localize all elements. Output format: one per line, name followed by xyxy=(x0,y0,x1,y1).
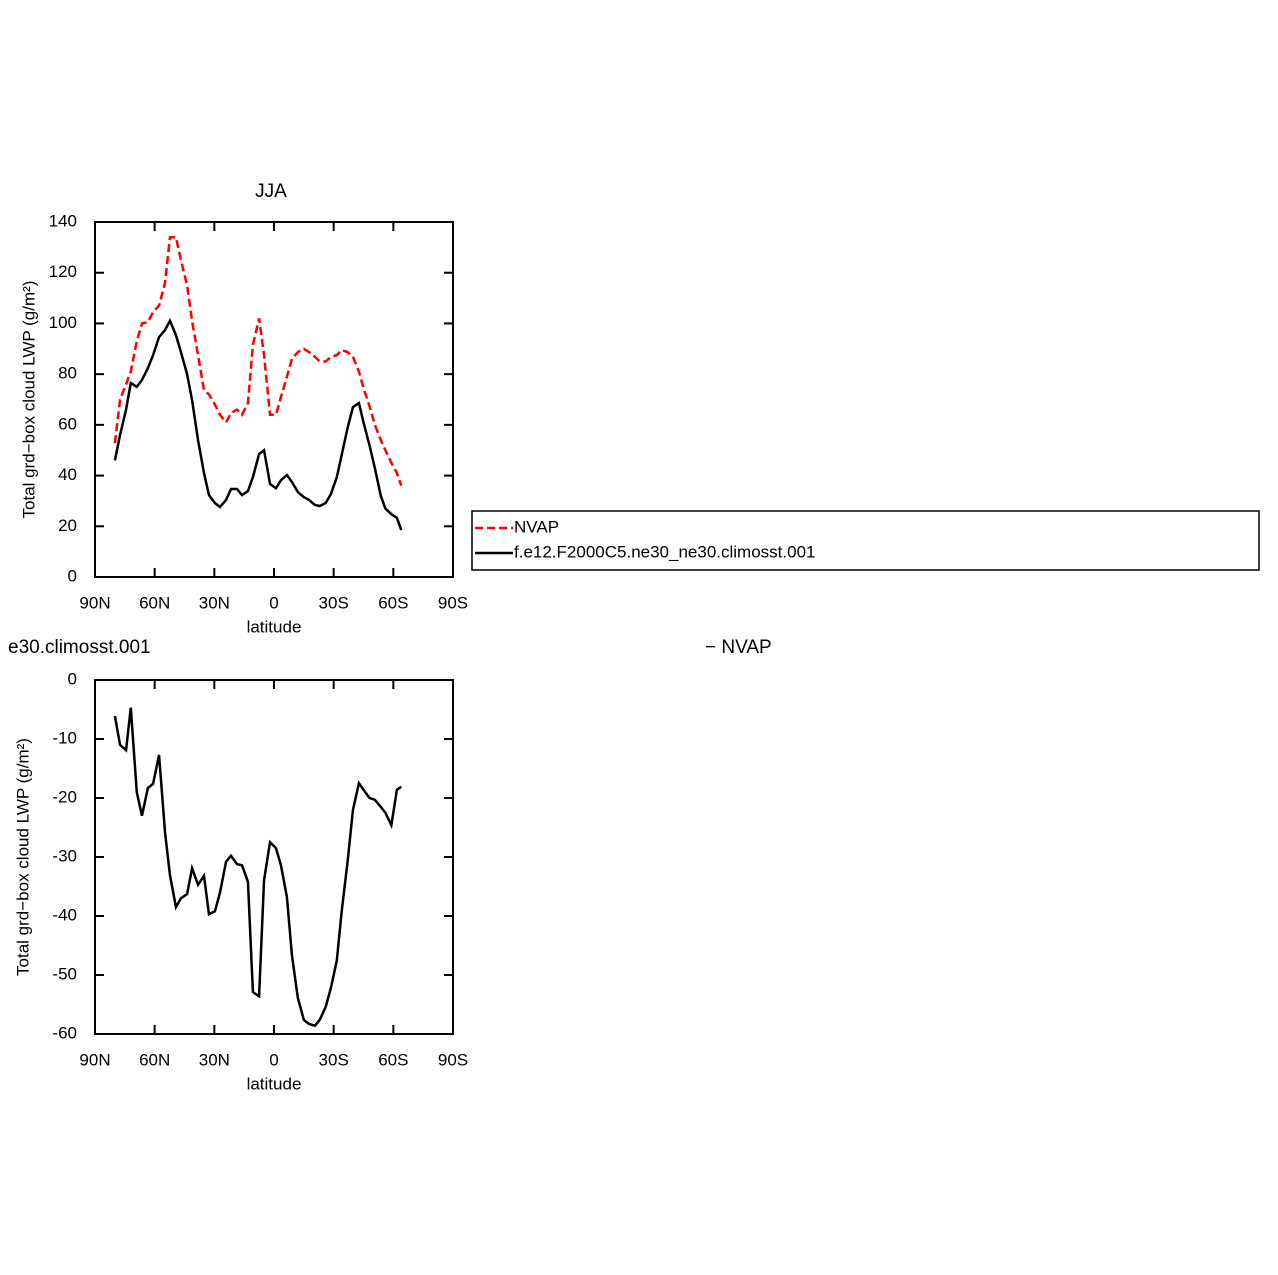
data-line xyxy=(113,318,403,531)
y-tick-label: -10 xyxy=(52,728,77,747)
y-tick-label: 140 xyxy=(49,211,77,230)
y-tick-label: -50 xyxy=(52,964,77,983)
y-axis-label: Total grd−box cloud LWP (g/m²) xyxy=(19,281,38,519)
y-axis-label: Total grd−box cloud LWP (g/m²) xyxy=(13,738,32,976)
x-tick-label: 60N xyxy=(139,1050,170,1069)
legend-label: f.e12.F2000C5.ne30_ne30.climosst.001 xyxy=(514,542,815,561)
x-tick-label: 0 xyxy=(269,593,278,612)
y-tick-label: 80 xyxy=(58,364,77,383)
y-tick-label: 120 xyxy=(49,262,77,281)
x-tick-label: 90S xyxy=(438,1050,468,1069)
y-tick-label: -60 xyxy=(52,1023,77,1042)
data-line xyxy=(113,235,403,487)
y-tick-label: -40 xyxy=(52,905,77,924)
x-tick-label: 90S xyxy=(438,593,468,612)
x-tick-label: 30S xyxy=(319,1050,349,1069)
x-tick-label: 30S xyxy=(319,593,349,612)
y-tick-label: -20 xyxy=(52,787,77,806)
y-tick-label: 40 xyxy=(58,465,77,484)
y-tick-label: 0 xyxy=(68,566,77,585)
y-tick-label: 20 xyxy=(58,516,77,535)
y-tick-label: 100 xyxy=(49,313,77,332)
y-tick-label: -30 xyxy=(52,846,77,865)
x-tick-label: 60S xyxy=(378,593,408,612)
annotation: − NVAP xyxy=(705,637,772,658)
data-line xyxy=(113,707,402,1028)
chart-title: JJA xyxy=(255,181,287,202)
x-axis-label: latitude xyxy=(247,1074,302,1093)
y-tick-label: 60 xyxy=(58,414,77,433)
legend-label: NVAP xyxy=(514,517,559,536)
x-tick-label: 0 xyxy=(269,1050,278,1069)
x-tick-label: 30N xyxy=(199,1050,230,1069)
x-axis-label: latitude xyxy=(247,617,302,636)
x-tick-label: 60N xyxy=(139,593,170,612)
chart-title: e30.climosst.001 xyxy=(8,637,151,658)
x-tick-label: 90N xyxy=(79,593,110,612)
x-tick-label: 60S xyxy=(378,1050,408,1069)
plot-frame xyxy=(94,679,454,1035)
y-tick-label: 0 xyxy=(68,669,77,688)
legend-box xyxy=(471,510,1260,571)
x-tick-label: 30N xyxy=(199,593,230,612)
x-tick-label: 90N xyxy=(79,1050,110,1069)
